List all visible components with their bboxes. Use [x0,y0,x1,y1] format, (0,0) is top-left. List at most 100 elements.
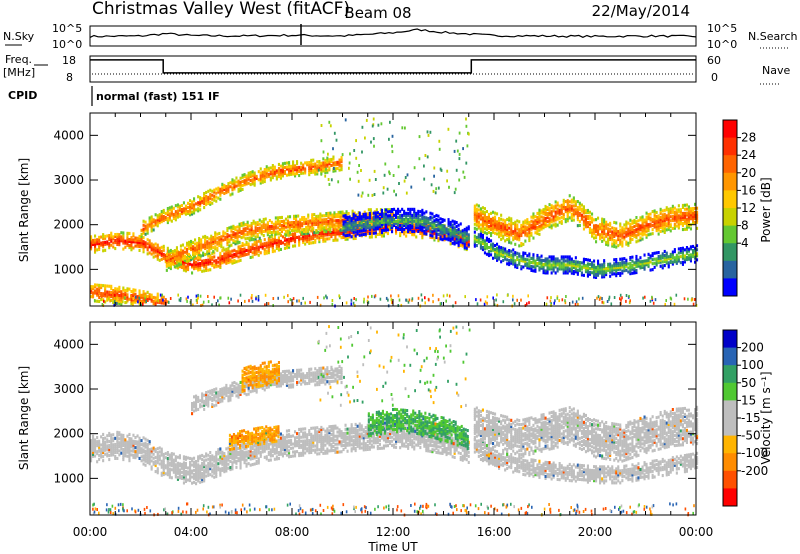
heatmap-cell [170,205,173,209]
heatmap-cell [227,261,230,265]
heatmap-cell [685,256,688,260]
heatmap-speckle [135,295,137,299]
heatmap-cell [148,220,151,224]
heatmap-speckle [377,123,380,127]
heatmap-cell [96,291,99,295]
heatmap-cell [687,253,690,257]
heatmap-cell [196,247,199,251]
heatmap-cell [341,218,344,222]
heatmap-cell [687,207,690,211]
heatmap-cell [490,225,493,229]
heatmap-cell [689,211,692,215]
heatmap-speckle [361,191,364,195]
heatmap-cell [564,265,567,269]
heatmap-cell [483,207,486,211]
heatmap-cell [308,233,311,237]
heatmap-cell [473,212,476,216]
heatmap-cell [669,215,672,219]
heatmap-cell [240,222,243,226]
heatmap-cell [218,243,221,247]
heatmap-cell [405,234,408,238]
heatmap-cell [386,228,389,232]
heatmap-cell [689,227,692,231]
heatmap-cell [425,228,428,232]
heatmap-cell [528,237,531,241]
heatmap-cell [683,203,686,207]
heatmap-cell [322,235,325,239]
heatmap-cell [485,244,488,248]
heatmap-cell [683,221,686,225]
heatmap-cell [647,258,650,262]
heatmap-cell [401,217,404,221]
heatmap-cell [449,242,452,246]
heatmap-cell [208,245,211,249]
heatmap-cell [516,231,519,235]
heatmap-cell [694,216,697,220]
heatmap-cell [333,215,336,219]
heatmap-cell [653,261,656,265]
heatmap-cell [288,169,291,173]
heatmap-speckle [144,296,146,300]
heatmap-cell [108,284,111,288]
heatmap-cell [530,266,533,270]
heatmap-cell [218,237,221,241]
heatmap-cell [580,271,583,275]
heatmap-speckle [113,300,116,304]
heatmap-cell [108,292,111,296]
heatmap-cell [205,194,208,198]
heatmap-cell [500,213,503,217]
heatmap-speckle [333,131,336,135]
heatmap-cell [435,234,438,238]
heatmap-cell [120,292,123,296]
heatmap-cell [312,168,315,172]
heatmap-cell [195,260,198,264]
heatmap-cell [465,226,468,230]
heatmap-cell [255,240,258,244]
heatmap-cell [641,219,644,223]
heatmap-cell [199,200,202,204]
heatmap-cell [285,165,288,169]
heatmap-speckle [300,301,303,305]
heatmap-cell [160,245,163,249]
heatmap-speckle [292,301,294,305]
heatmap-cell [467,240,470,244]
heatmap-cell [619,234,622,238]
heatmap-cell [329,217,332,221]
heatmap-cell [360,229,363,233]
heatmap-cell [120,290,123,294]
heatmap-speckle [458,157,461,161]
heatmap-cell [293,228,296,232]
heatmap-cell [296,160,299,164]
heatmap-cell [336,160,339,164]
heatmap-cell [277,238,280,242]
heatmap-speckle [363,297,365,301]
heatmap-cell [413,233,416,237]
heatmap-cell [275,171,278,175]
heatmap-cell [635,236,638,240]
heatmap-cell [677,255,680,259]
heatmap-cell [520,259,523,263]
heatmap-cell [405,215,408,219]
heatmap-cell [395,221,398,225]
heatmap-cell [112,295,115,299]
heatmap-cell [317,220,320,224]
heatmap-cell [320,165,323,169]
heatmap-speckle [113,293,116,297]
heatmap-cell [578,207,581,211]
heatmap-cell [158,299,161,303]
heatmap-cell [284,233,287,237]
heatmap-cell [182,260,185,264]
heatmap-speckle [424,154,427,157]
heatmap-cell [118,239,121,243]
heatmap-cell [342,224,345,228]
heatmap-cell [368,211,371,215]
heatmap-cell [629,226,632,230]
heatmap-cell [171,256,174,260]
heatmap-cell [461,231,464,235]
heatmap-cell [179,252,182,256]
heatmap-speckle [371,193,374,197]
heatmap-cell [343,212,346,216]
heatmap-cell [130,240,133,244]
heatmap-cell [128,244,131,248]
heatmap-cell [210,244,213,248]
